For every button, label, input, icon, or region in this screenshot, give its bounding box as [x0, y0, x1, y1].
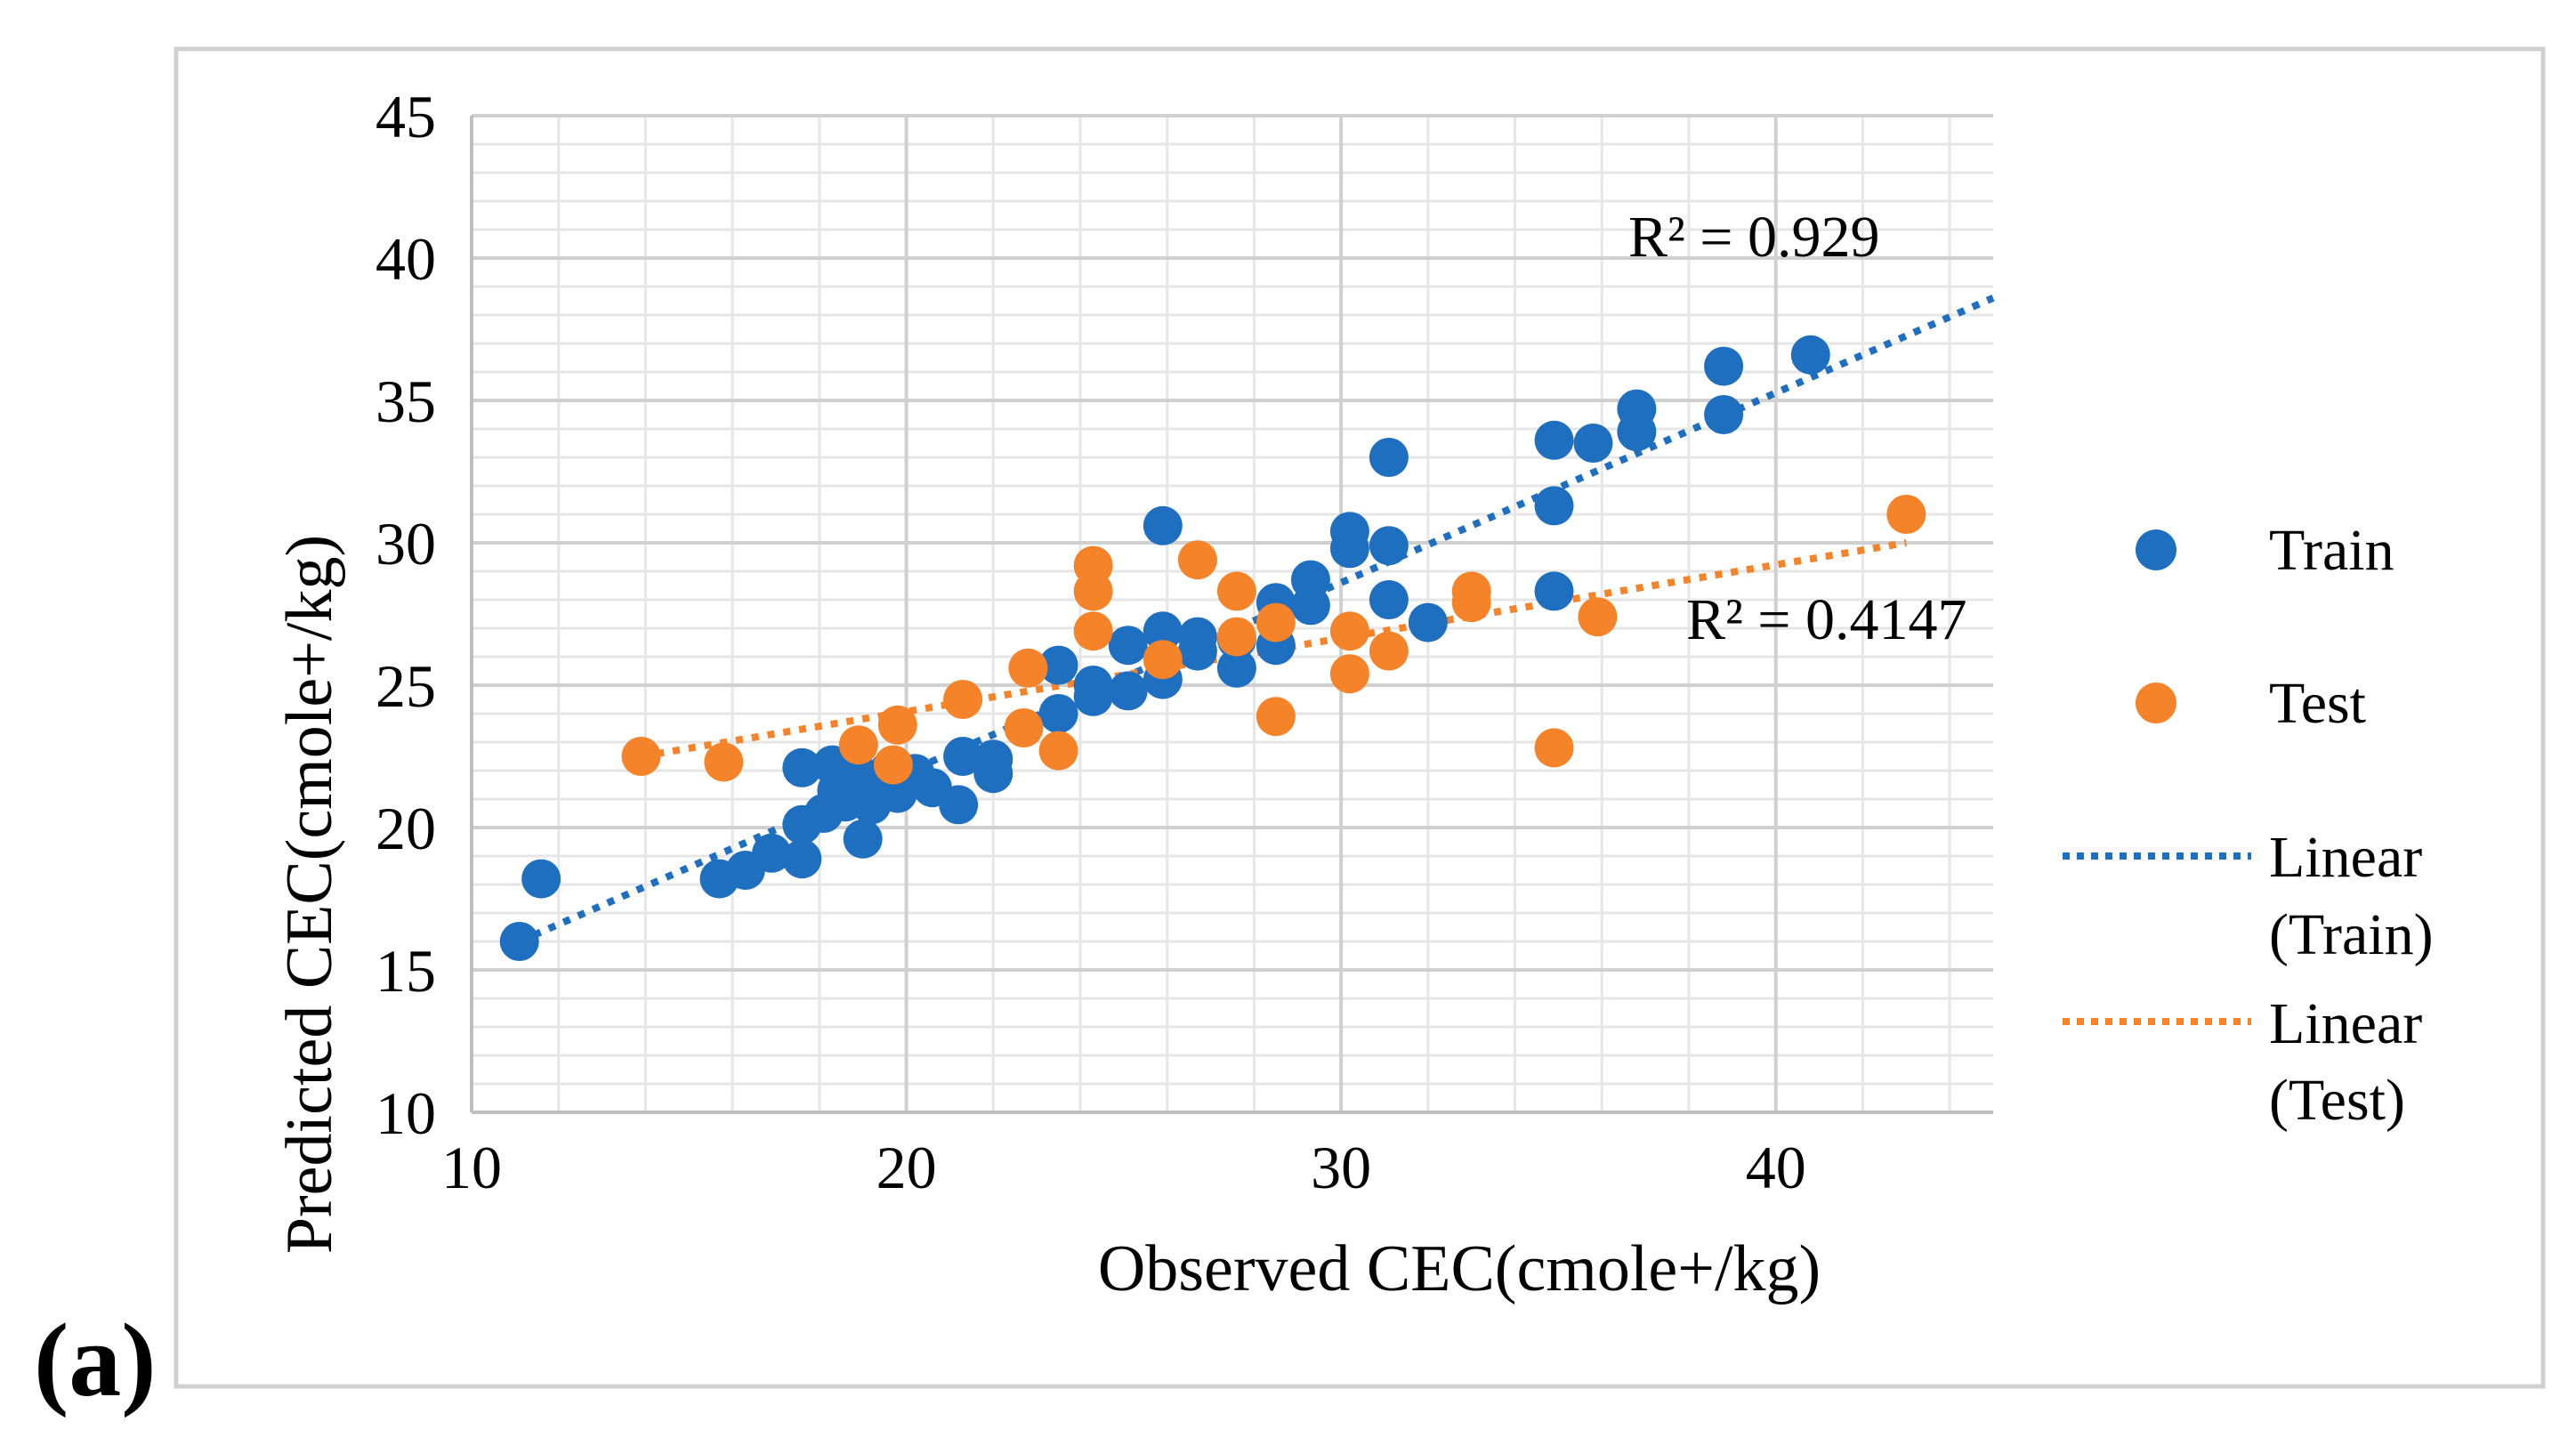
train-point	[1329, 512, 1369, 552]
legend-test-trend-label-line1: Linear	[2269, 991, 2422, 1056]
train-trendline-group	[518, 295, 1995, 945]
train-point	[1534, 571, 1574, 611]
train-point	[943, 737, 983, 776]
x-axis-title: Observed CEC(cmole+/kg)	[1098, 1232, 1821, 1305]
y-axis-tick-labels: 10 15 20 25 30 35 40 45	[375, 83, 436, 1147]
test-point	[621, 737, 661, 776]
test-point	[1216, 571, 1256, 611]
train-point	[499, 922, 539, 961]
train-point	[752, 833, 792, 873]
train-point	[973, 739, 1013, 780]
train-point	[1216, 648, 1256, 688]
test-point	[877, 705, 917, 745]
y-axis-title: Predicted CEC(cmole+/kg)	[273, 535, 346, 1254]
y-tick-label: 15	[375, 937, 436, 1005]
test-point	[1256, 602, 1296, 642]
x-tick-label: 40	[1746, 1134, 1806, 1201]
train-point	[939, 785, 979, 825]
train-point	[1143, 505, 1183, 545]
test-point	[1329, 654, 1369, 694]
test-point	[1578, 597, 1618, 637]
train-point	[1177, 617, 1217, 657]
train-point	[1143, 611, 1183, 651]
train-point	[1617, 389, 1657, 429]
legend-test-trend-label-line2: (Test)	[2269, 1068, 2405, 1133]
test-point	[943, 680, 983, 719]
panel-label: (a)	[34, 1302, 157, 1418]
train-point	[782, 839, 822, 879]
test-point	[1008, 648, 1048, 688]
legend-train-trend-label-line2: (Train)	[2269, 902, 2434, 967]
r2-train-label: R² = 0.929	[1628, 205, 1880, 270]
test-point	[1073, 611, 1113, 651]
train-point	[1038, 645, 1078, 685]
train-point	[1790, 335, 1830, 375]
legend-train-label: Train	[2269, 518, 2394, 583]
legend-test-label: Test	[2269, 671, 2366, 736]
y-tick-label: 25	[375, 652, 436, 720]
train-point	[1038, 694, 1078, 733]
legend-test-marker	[2136, 683, 2176, 723]
x-tick-label: 20	[876, 1134, 937, 1201]
train-point	[843, 819, 883, 859]
y-tick-label: 10	[375, 1079, 436, 1147]
y-tick-label: 20	[375, 795, 436, 862]
test-point	[1329, 611, 1369, 651]
train-point	[1369, 580, 1409, 619]
train-point	[1408, 602, 1448, 642]
train-points	[499, 335, 1830, 961]
test-point	[873, 745, 913, 785]
y-tick-label: 35	[375, 368, 436, 435]
train-point	[1534, 486, 1574, 526]
train-point	[1704, 346, 1744, 386]
test-point	[1216, 617, 1256, 657]
trendline-train	[518, 295, 1995, 945]
test-point	[1073, 545, 1113, 586]
test-points	[621, 495, 1926, 785]
train-point	[1369, 438, 1409, 477]
legend: Train Test Linear (Train) Linear (Test)	[2063, 518, 2434, 1133]
test-point	[1038, 731, 1078, 771]
test-point	[1177, 540, 1217, 580]
x-tick-label: 30	[1311, 1134, 1371, 1201]
train-point	[1290, 560, 1330, 600]
train-point	[1108, 626, 1148, 666]
x-axis-tick-labels: 10 20 30 40	[441, 1134, 1806, 1201]
test-point	[1143, 640, 1183, 680]
train-point	[1073, 666, 1113, 705]
test-point	[1004, 708, 1044, 747]
test-point	[1886, 495, 1926, 534]
train-point	[782, 747, 822, 788]
train-point	[1534, 420, 1574, 460]
test-point	[704, 742, 744, 782]
train-point	[1369, 526, 1409, 566]
train-point	[1704, 395, 1744, 434]
test-point	[1256, 697, 1296, 737]
y-tick-label: 45	[375, 83, 436, 150]
major-gridlines	[472, 114, 1993, 1112]
test-point	[838, 725, 878, 765]
train-point	[1573, 424, 1613, 463]
test-point	[1369, 631, 1409, 671]
train-point	[1108, 671, 1148, 711]
r2-test-label: R² = 0.4147	[1686, 587, 1967, 652]
x-tick-label: 10	[441, 1134, 502, 1201]
test-point	[1451, 571, 1491, 611]
legend-train-trend-label-line1: Linear	[2269, 825, 2422, 890]
legend-train-marker	[2136, 529, 2176, 570]
test-point	[1534, 728, 1574, 768]
y-tick-label: 40	[375, 225, 436, 293]
train-point	[521, 859, 561, 899]
y-tick-label: 30	[375, 510, 436, 578]
